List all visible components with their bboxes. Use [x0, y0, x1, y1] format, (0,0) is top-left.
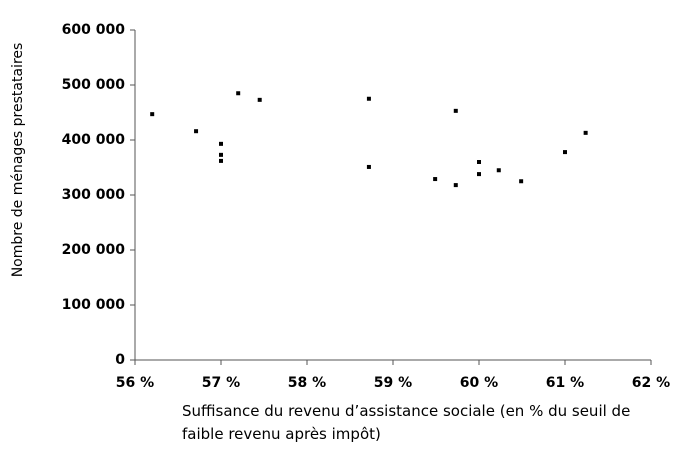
point [194, 129, 199, 134]
point [236, 91, 241, 96]
point [219, 158, 223, 163]
x-tick-label: 59 % [374, 375, 412, 391]
y-tick-label: 100 000 [62, 297, 126, 313]
point [366, 164, 371, 169]
x-axis-label: Suffisance du revenu d’assistance social… [182, 402, 631, 443]
chart: Nombre de ménages prestataires 0 100 000 2… [10, 22, 670, 391]
x-tick-label: 62 % [632, 375, 670, 391]
point [563, 150, 567, 155]
point [519, 179, 524, 184]
y-tick-label: 300 000 [62, 187, 126, 203]
point [583, 130, 588, 135]
y-tick-label: 200 000 [62, 242, 126, 258]
point [477, 160, 481, 164]
x-tick-label: 57 % [202, 375, 240, 391]
x-tick-label: 60 % [460, 375, 498, 391]
y-tick-label: 400 000 [62, 132, 126, 148]
x-tick-label: 58 % [288, 375, 326, 391]
y-tick-label: 600 000 [62, 22, 126, 38]
y-tick-label: 0 [115, 352, 125, 368]
x-tick-label: 56 % [116, 375, 154, 391]
point [453, 183, 458, 188]
point [219, 141, 223, 146]
y-axis-label: Nombre de ménages prestataires [10, 43, 26, 278]
y-tick-label: 500 000 [62, 77, 126, 93]
point [433, 177, 438, 182]
point [477, 172, 481, 177]
x-tick-label: 61 % [546, 375, 584, 391]
point [366, 96, 371, 101]
point [150, 112, 155, 117]
point [219, 152, 223, 157]
point [496, 168, 501, 173]
point [257, 97, 262, 102]
point [453, 108, 458, 113]
